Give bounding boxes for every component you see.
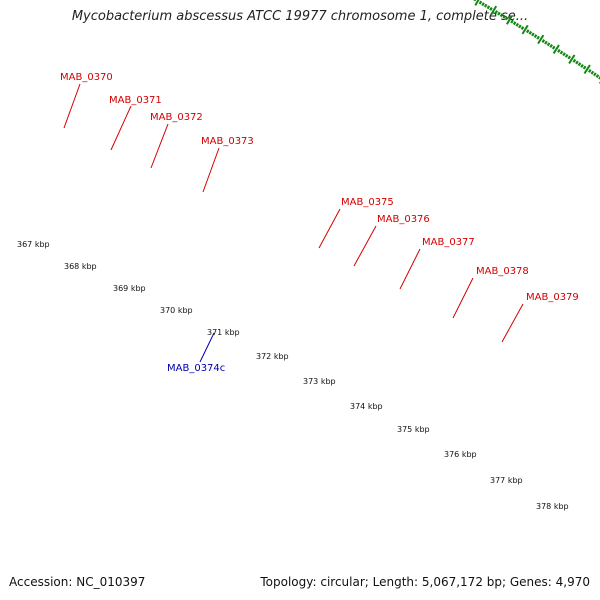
accession-label: Accession: NC_010397: [9, 575, 146, 589]
gene-label-mab-0377[interactable]: MAB_0377: [422, 237, 475, 248]
leader-line-2: [150, 123, 169, 169]
gene-label-mab-0375[interactable]: MAB_0375: [341, 197, 394, 208]
chromosome-backbone: [407, 0, 600, 155]
leader-line-1: [110, 105, 132, 151]
leader-line-6: [399, 248, 421, 290]
gene-label-mab-0374c[interactable]: MAB_0374c: [167, 363, 225, 374]
leader-line-0: [63, 83, 81, 129]
backbone-line: [407, 0, 600, 155]
gene-label-mab-0379[interactable]: MAB_0379: [526, 292, 579, 303]
gene-label-mab-0371[interactable]: MAB_0371: [109, 95, 162, 106]
gene-label-mab-0373[interactable]: MAB_0373: [201, 136, 254, 147]
outer-tick-track: [432, 0, 600, 114]
gene-label-mab-0378[interactable]: MAB_0378: [476, 266, 529, 277]
scale-label-375: 375 kbp: [397, 425, 430, 434]
inner-tick-track: [473, 0, 600, 84]
scale-label-370: 370 kbp: [160, 306, 193, 315]
scale-label-377: 377 kbp: [490, 476, 523, 485]
genome-summary: Topology: circular; Length: 5,067,172 bp…: [260, 575, 590, 589]
scale-label-367: 367 kbp: [17, 240, 50, 249]
scale-label-369: 369 kbp: [113, 284, 146, 293]
scale-label-376: 376 kbp: [444, 450, 477, 459]
gene-label-mab-0370[interactable]: MAB_0370: [60, 72, 113, 83]
gene-labels: MAB_0370 MAB_0371 MAB_0372 MAB_0373 MAB_…: [60, 72, 579, 374]
label-leader-lines: [63, 83, 524, 363]
leader-line-4: [318, 208, 341, 249]
leader-line-3: [202, 147, 220, 193]
leader-line-7: [452, 277, 474, 319]
leader-line-5: [353, 225, 377, 267]
scale-label-368: 368 kbp: [64, 262, 97, 271]
leader-line-9: [199, 332, 215, 363]
gene-label-mab-0372[interactable]: MAB_0372: [150, 112, 203, 123]
scale-labels: 367 kbp 368 kbp 369 kbp 370 kbp 371 kbp …: [17, 240, 569, 511]
leader-line-8: [501, 303, 524, 343]
feature-track: [403, 0, 600, 165]
map-title: Mycobacterium abscessus ATCC 19977 chrom…: [71, 9, 529, 24]
scale-label-374: 374 kbp: [350, 402, 383, 411]
scale-label-378: 378 kbp: [536, 502, 569, 511]
gene-label-mab-0376[interactable]: MAB_0376: [377, 214, 430, 225]
scale-label-371: 371 kbp: [207, 328, 240, 337]
scale-label-373: 373 kbp: [303, 377, 336, 386]
scale-label-372: 372 kbp: [256, 352, 289, 361]
reverse-cds-mab-0374c[interactable]: [570, 0, 600, 6]
